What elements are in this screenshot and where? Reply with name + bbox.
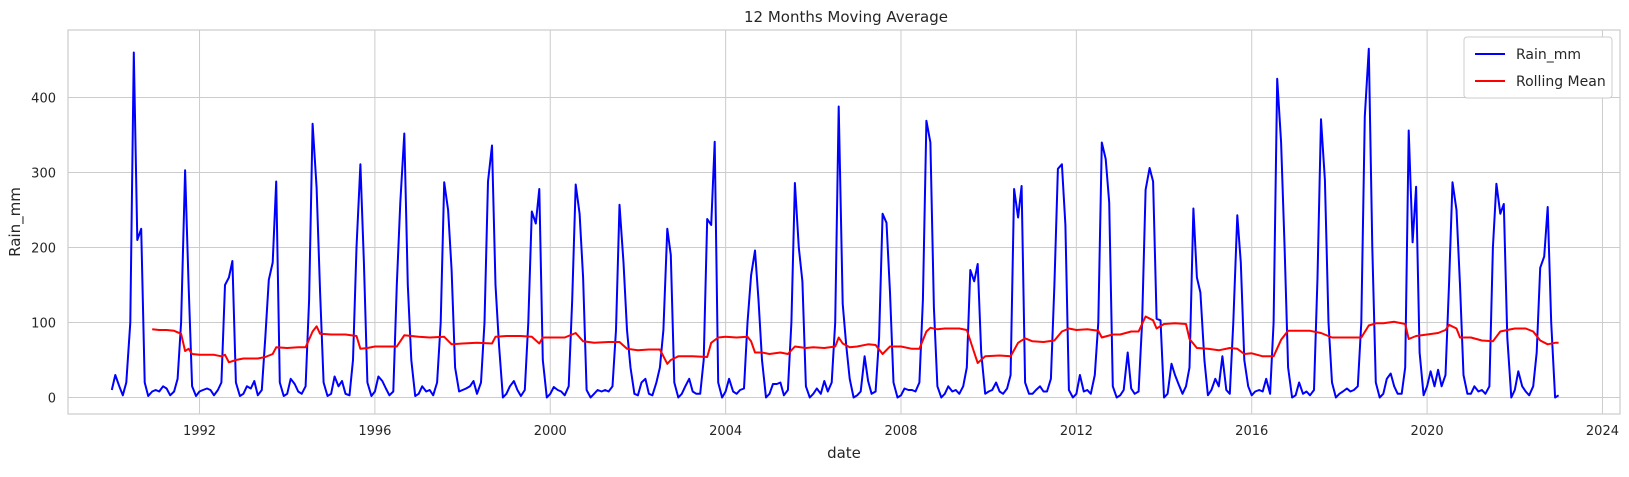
- x-tick-label-2004: 2004: [709, 424, 742, 439]
- series-line-rolling-mean: [152, 315, 1559, 365]
- x-tick-label-1996: 1996: [358, 424, 391, 439]
- x-tick-label-2020: 2020: [1411, 424, 1444, 439]
- y-tick-label-0: 0: [48, 392, 56, 407]
- x-tick-label-2012: 2012: [1060, 424, 1093, 439]
- y-tick-label-200: 200: [31, 242, 56, 257]
- legend: Rain_mm Rolling Mean: [1463, 36, 1613, 99]
- y-axis-label: Rain_mm: [6, 187, 25, 257]
- x-tick-label-2024: 2024: [1586, 424, 1619, 439]
- x-tick-label-1992: 1992: [183, 424, 216, 439]
- y-tick-label-100: 100: [31, 317, 56, 332]
- chart-title: 12 Months Moving Average: [744, 8, 948, 26]
- y-tick-label-400: 400: [31, 92, 56, 107]
- x-tick-label-2016: 2016: [1235, 424, 1268, 439]
- legend-label-rain: Rain_mm: [1516, 47, 1581, 63]
- y-tick-label-300: 300: [31, 167, 56, 182]
- series-line-rain-mm: [110, 47, 1560, 399]
- x-tick-label-2008: 2008: [884, 424, 917, 439]
- x-tick-label-2000: 2000: [534, 424, 567, 439]
- legend-box: [1463, 36, 1613, 99]
- x-axis-label: date: [827, 444, 861, 462]
- plot-area-frame: [67, 29, 1621, 415]
- legend-label-rolling-mean: Rolling Mean: [1516, 74, 1606, 90]
